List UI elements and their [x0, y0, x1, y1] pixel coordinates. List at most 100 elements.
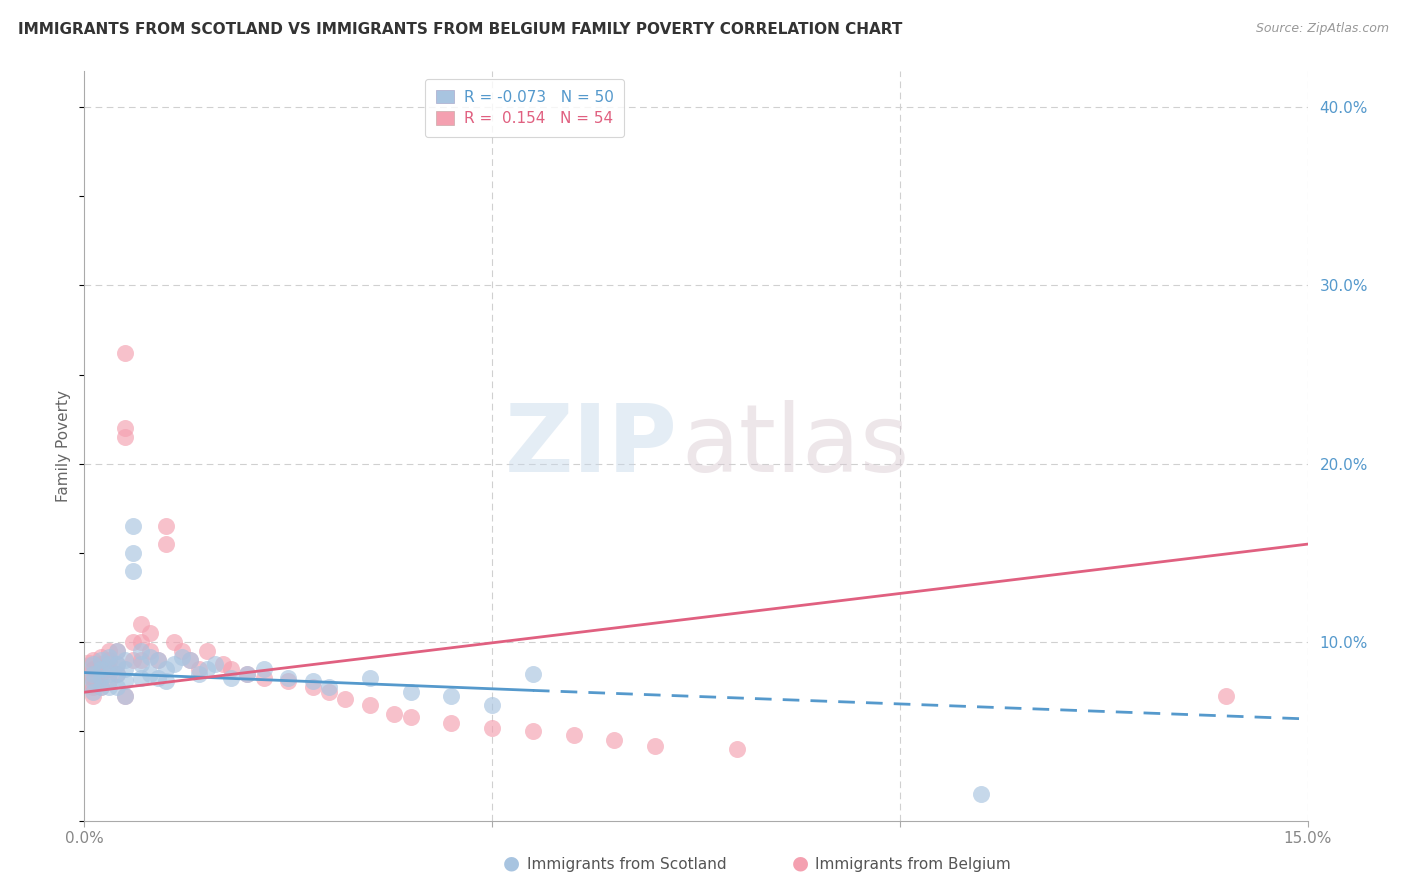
Point [301, 674, 323, 689]
Point [440, 689, 463, 703]
Point [440, 715, 463, 730]
Point [114, 689, 136, 703]
Point [236, 667, 259, 681]
Point [131, 657, 153, 671]
Point [114, 430, 136, 444]
Point [114, 653, 136, 667]
Point [155, 519, 177, 533]
Point [131, 671, 153, 685]
Point [114, 346, 136, 360]
Point [82, 657, 104, 671]
Point [90, 662, 112, 676]
Point [301, 680, 323, 694]
Point [82, 653, 104, 667]
Point [97, 653, 120, 667]
Point [122, 519, 145, 533]
Point [253, 671, 276, 685]
Point [562, 728, 585, 742]
Point [138, 667, 160, 681]
Point [219, 662, 242, 676]
Point [90, 657, 112, 671]
Point [236, 667, 259, 681]
Point [146, 671, 169, 685]
Y-axis label: Family Poverty: Family Poverty [56, 390, 72, 502]
Point [219, 671, 242, 685]
Point [1215, 689, 1237, 703]
Point [97, 657, 120, 671]
Point [138, 626, 160, 640]
Point [90, 649, 112, 664]
Point [195, 662, 218, 676]
Text: IMMIGRANTS FROM SCOTLAND VS IMMIGRANTS FROM BELGIUM FAMILY POVERTY CORRELATION C: IMMIGRANTS FROM SCOTLAND VS IMMIGRANTS F… [18, 22, 903, 37]
Point [82, 685, 104, 699]
Point [277, 671, 299, 685]
Point [90, 671, 112, 685]
Point [90, 653, 112, 667]
Point [138, 644, 160, 658]
Point [82, 671, 104, 685]
Text: Immigrants from Belgium: Immigrants from Belgium [815, 857, 1011, 872]
Point [105, 657, 128, 671]
Point [603, 733, 626, 747]
Point [138, 649, 160, 664]
Point [187, 667, 209, 681]
Point [97, 649, 120, 664]
Point [122, 564, 145, 578]
Point [725, 742, 748, 756]
Point [172, 649, 194, 664]
Point [163, 635, 186, 649]
Point [253, 662, 276, 676]
Point [131, 644, 153, 658]
Point [970, 787, 993, 801]
Point [105, 644, 128, 658]
Point [644, 739, 666, 753]
Point [146, 653, 169, 667]
Text: Immigrants from Scotland: Immigrants from Scotland [527, 857, 727, 872]
Text: Source: ZipAtlas.com: Source: ZipAtlas.com [1256, 22, 1389, 36]
Point [359, 671, 381, 685]
Point [90, 680, 112, 694]
Point [481, 721, 503, 735]
Point [97, 662, 120, 676]
Point [163, 657, 186, 671]
Point [481, 698, 503, 712]
Point [277, 674, 299, 689]
Point [114, 662, 136, 676]
Point [122, 653, 145, 667]
Point [77, 667, 100, 681]
Point [318, 680, 340, 694]
Point [90, 667, 112, 681]
Point [187, 662, 209, 676]
Point [77, 667, 100, 681]
Text: ●: ● [503, 854, 520, 872]
Point [82, 689, 104, 703]
Point [172, 644, 194, 658]
Point [179, 653, 201, 667]
Text: atlas: atlas [682, 400, 910, 492]
Point [382, 706, 405, 721]
Point [522, 667, 544, 681]
Point [131, 617, 153, 632]
Point [82, 667, 104, 681]
Point [97, 667, 120, 681]
Text: ●: ● [792, 854, 808, 872]
Point [97, 680, 120, 694]
Point [131, 653, 153, 667]
Point [195, 644, 218, 658]
Point [105, 680, 128, 694]
Point [122, 546, 145, 560]
Text: ZIP: ZIP [505, 400, 678, 492]
Point [204, 657, 226, 671]
Point [105, 657, 128, 671]
Point [399, 685, 422, 699]
Point [122, 635, 145, 649]
Point [155, 662, 177, 676]
Legend: R = -0.073   N = 50, R =  0.154   N = 54: R = -0.073 N = 50, R = 0.154 N = 54 [426, 79, 624, 136]
Point [335, 692, 357, 706]
Point [114, 689, 136, 703]
Point [318, 685, 340, 699]
Point [522, 724, 544, 739]
Point [105, 667, 128, 681]
Point [105, 644, 128, 658]
Point [155, 674, 177, 689]
